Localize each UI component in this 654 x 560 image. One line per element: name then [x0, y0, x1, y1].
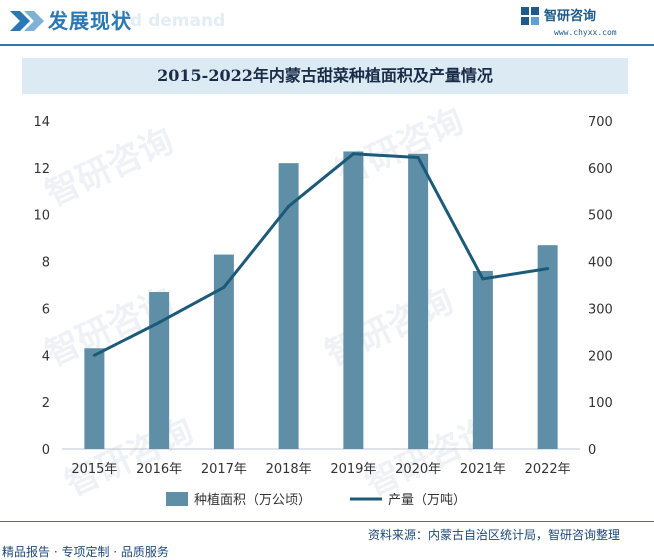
bar — [84, 348, 105, 449]
y-right-tick-label: 600 — [588, 162, 613, 177]
y-right-tick-label: 100 — [588, 396, 613, 411]
x-tick-label: 2016年 — [136, 462, 182, 477]
header-divider — [0, 44, 654, 46]
y-right-tick-label: 700 — [588, 115, 613, 130]
line-point — [416, 156, 420, 160]
x-tick-label: 2018年 — [266, 462, 312, 477]
bar — [149, 292, 170, 449]
y-left-tick-label: 4 — [42, 349, 50, 364]
y-left-tick-label: 6 — [42, 302, 50, 317]
header: d demand 发展现状 智研咨询 www.chyxx.com — [0, 0, 654, 46]
y-left-tick-label: 0 — [42, 443, 50, 458]
bar — [278, 163, 299, 449]
source-note: 资料来源：内蒙古自治区统计局，智研咨询整理 — [368, 528, 621, 542]
series-line — [93, 152, 548, 357]
chart: 0 2 4 6 8 10 12 14 0 100 200 300 400 500 600 700 2015年 20… — [33, 115, 613, 508]
y-right-tick-label: 200 — [588, 349, 613, 364]
legend-label-production: 产量（万吨） — [388, 493, 466, 508]
line-point — [157, 320, 161, 324]
brand-name: 智研咨询 — [544, 9, 597, 24]
bar — [343, 151, 364, 449]
chevron-icon — [10, 11, 44, 31]
x-tick-label: 2021年 — [460, 462, 506, 477]
brand-logo: 智研咨询 www.chyxx.com — [520, 4, 640, 40]
y-left-tick-label: 8 — [42, 256, 50, 271]
line-point — [287, 204, 291, 208]
legend-label-area: 种植面积（万公顷） — [194, 493, 311, 508]
brand-logo-icon — [521, 7, 539, 25]
x-tick-label: 2015年 — [71, 462, 117, 477]
y-right-tick-label: 0 — [588, 443, 596, 458]
bar — [408, 153, 429, 450]
y-right-tick-label: 400 — [588, 256, 613, 271]
section-title: 发展现状 — [48, 9, 132, 33]
header-ghost-text: d demand — [130, 11, 226, 31]
footer-divider — [0, 521, 654, 522]
line-point — [546, 267, 550, 271]
y-left-tick-label: 12 — [33, 162, 50, 177]
chart-title: 2015-2022年内蒙古甜菜种植面积及产量情况 — [157, 66, 493, 85]
brand-url: www.chyxx.com — [554, 28, 617, 37]
y-right-tick-label: 300 — [588, 302, 613, 317]
line-point — [481, 277, 485, 281]
x-tick-label: 2020年 — [395, 462, 441, 477]
x-tick-label: 2017年 — [201, 462, 247, 477]
tagline: 精品报告 · 专项定制 · 品质服务 — [2, 545, 169, 559]
x-tick-label: 2022年 — [525, 462, 571, 477]
x-tick-label: 2019年 — [330, 462, 376, 477]
legend-swatch-bar — [166, 492, 188, 506]
y-right-tick-label: 500 — [588, 209, 613, 224]
line-point — [222, 285, 226, 289]
bar — [213, 254, 234, 449]
bar — [472, 270, 493, 449]
line-point — [92, 353, 96, 357]
y-left-tick-label: 14 — [33, 115, 50, 130]
y-left-tick-label: 2 — [42, 396, 50, 411]
chart-title-band: 2015-2022年内蒙古甜菜种植面积及产量情况 — [22, 58, 628, 94]
line-point — [351, 152, 355, 156]
y-left-tick-label: 10 — [33, 209, 50, 224]
bar — [537, 245, 558, 449]
